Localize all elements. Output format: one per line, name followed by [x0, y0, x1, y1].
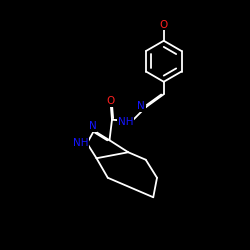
Text: O: O — [107, 96, 115, 106]
Text: NH: NH — [118, 117, 134, 127]
Text: O: O — [160, 20, 168, 30]
Text: N: N — [89, 121, 97, 131]
Text: NH: NH — [73, 138, 88, 148]
Text: N: N — [138, 101, 145, 111]
